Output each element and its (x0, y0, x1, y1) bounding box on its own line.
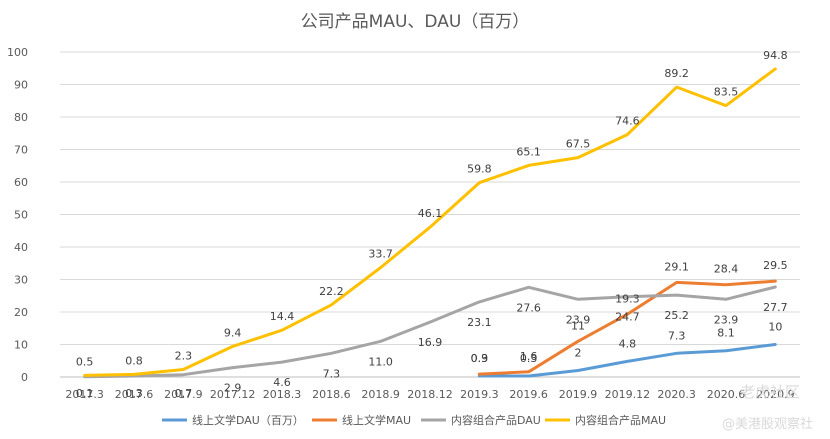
data-label: 27.7 (763, 301, 788, 314)
data-label: 74.6 (615, 115, 640, 128)
legend-label: 内容组合产品MAU (575, 413, 666, 427)
data-label: 0.3 (471, 352, 489, 365)
legend: 线上文学DAU（百万） 线上文学MAU 内容组合产品DAU 内容组合产品MAU (162, 413, 666, 427)
legend-label: 内容组合产品DAU (451, 413, 541, 427)
y-tick-label: 70 (14, 144, 28, 157)
data-label: 23.9 (566, 313, 591, 326)
series-line (477, 279, 777, 376)
data-label: 7.3 (323, 367, 341, 380)
data-label: 94.8 (763, 49, 788, 62)
x-tick-label: 2020.3 (657, 388, 696, 401)
x-tick-label: 2019.6 (509, 388, 548, 401)
data-label: 11 (571, 319, 585, 332)
data-label: 0.3 (520, 352, 538, 365)
x-tick-label: 2017.12 (210, 388, 256, 401)
data-label: 27.6 (516, 301, 541, 314)
data-label: 16.9 (418, 336, 443, 349)
data-label: 1.6 (520, 350, 538, 363)
data-label: 19.3 (615, 292, 640, 305)
data-label: 28.4 (714, 263, 739, 276)
y-tick-label: 90 (14, 79, 28, 92)
data-label: 4.8 (619, 337, 637, 350)
chart-title: 公司产品MAU、DAU（百万） (301, 12, 530, 32)
data-label: 67.5 (566, 138, 591, 151)
x-tick-label: 2019.12 (605, 388, 651, 401)
data-label: 25.2 (664, 309, 689, 322)
y-tick-label: 100 (7, 46, 28, 59)
data-label: 89.2 (664, 67, 689, 80)
data-label: 0.5 (76, 355, 94, 368)
series-line (477, 343, 777, 378)
x-tick-label: 2018.3 (263, 388, 302, 401)
x-tick-label: 2018.6 (312, 388, 351, 401)
watermark-text: @美港股观察社 (722, 416, 813, 432)
x-tick-label: 2020.6 (707, 388, 746, 401)
legend-label: 线上文学MAU (342, 413, 411, 427)
data-label: 2 (575, 347, 582, 360)
data-label: 65.1 (516, 145, 541, 158)
y-tick-label: 60 (14, 176, 28, 189)
data-label: 59.8 (467, 163, 492, 176)
data-label: 2.9 (224, 382, 242, 395)
x-tick-label: 2019.3 (460, 388, 499, 401)
data-label: 4.6 (273, 376, 291, 389)
data-label: 29.5 (763, 259, 788, 272)
data-label: 29.1 (664, 260, 689, 273)
y-tick-label: 50 (14, 209, 28, 222)
y-tick-label: 40 (14, 241, 28, 254)
x-tick-label: 2017.3 (65, 388, 104, 401)
data-label: 83.5 (714, 86, 739, 99)
series-line (83, 67, 777, 377)
x-tick-label: 2018.12 (407, 388, 453, 401)
data-label: 9.4 (224, 326, 242, 339)
data-label: 11.0 (368, 355, 393, 368)
x-tick-label: 2017.6 (115, 388, 154, 401)
data-label: 0.7 (175, 387, 193, 400)
y-tick-label: 0 (21, 371, 28, 384)
data-label: 33.7 (368, 247, 393, 260)
series-lines (83, 67, 777, 379)
data-label: 0.1 (76, 387, 94, 400)
y-tick-label: 10 (14, 339, 28, 352)
watermark-text: 老虎社区 (740, 383, 800, 401)
x-tick-label: 2018.9 (361, 388, 400, 401)
x-tick-label: 2019.9 (559, 388, 598, 401)
data-label: 0.9 (471, 352, 489, 365)
data-label: 22.2 (319, 285, 344, 298)
data-labels: 0.3 0.3 2 4.8 7.3 8.1 10 0.9 1.6 11 19.3 29.1 28.4 29… (76, 49, 788, 400)
x-axis: 2017.3 2017.6 2017.9 2017.12 2018.3 2018.6 201… (65, 388, 794, 401)
data-label: 10 (768, 321, 782, 334)
legend-label: 线上文学DAU（百万） (192, 413, 304, 427)
y-axis: 0 10 20 30 40 50 60 70 80 90 100 (7, 46, 28, 384)
series-line (83, 285, 777, 379)
data-label: 7.3 (668, 329, 686, 342)
grid-lines (60, 51, 800, 378)
data-label: 8.1 (717, 327, 735, 340)
data-label: 24.7 (615, 311, 640, 324)
y-tick-label: 80 (14, 111, 28, 124)
data-label: 46.1 (418, 207, 443, 220)
x-tick-label: 2017.9 (164, 388, 203, 401)
data-label: 23.1 (467, 316, 492, 329)
y-tick-label: 20 (14, 306, 28, 319)
data-label: 0.3 (125, 387, 143, 400)
y-tick-label: 30 (14, 274, 28, 287)
data-label: 23.9 (714, 313, 739, 326)
data-label: 14.4 (270, 310, 295, 323)
data-label: 0.8 (125, 354, 143, 367)
data-label: 2.3 (175, 350, 193, 363)
watermark: 老虎社区 @美港股观察社 (722, 383, 813, 432)
x-tick-label: 2020.9 (756, 388, 795, 401)
